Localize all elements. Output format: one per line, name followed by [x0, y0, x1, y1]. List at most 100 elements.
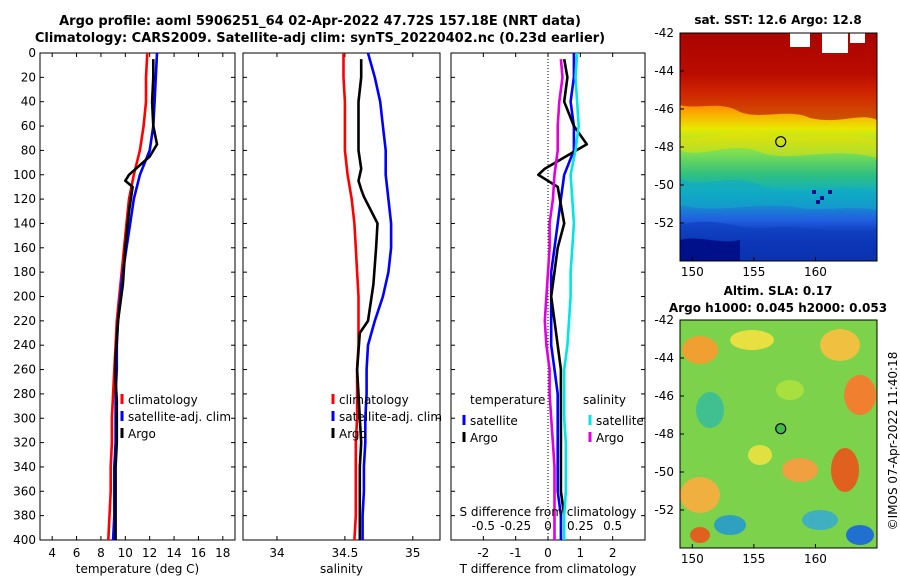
- sst-ytick-label: -46: [654, 102, 674, 116]
- sst-xtick-label: 155: [742, 265, 765, 279]
- depth-tick-label: 80: [21, 143, 36, 157]
- sal-legend-label: satellite-adj. clim: [339, 410, 442, 424]
- depth-tick-label: 320: [13, 436, 36, 450]
- copyright-label: ©IMOS 07-Apr-2022 11:40:18: [886, 351, 900, 531]
- depth-tick-label: 100: [13, 168, 36, 182]
- sla-map-features: [680, 329, 876, 545]
- diff-legend-t-label: satellite: [470, 414, 518, 428]
- diff-s-tick-label: -0.25: [500, 519, 531, 533]
- depth-tick-label: 40: [21, 95, 36, 109]
- sla-ytick-label: -48: [654, 427, 674, 441]
- diff-xtick-label: 1: [577, 546, 585, 560]
- depth-tick-label: 160: [13, 241, 36, 255]
- temp-xtick-label: 10: [118, 546, 133, 560]
- depth-tick-label: 180: [13, 265, 36, 279]
- diff-s-xlabel: S difference from climatology: [460, 505, 637, 519]
- sst-ytick-label: -52: [654, 216, 674, 230]
- temp-legend-label: Argo: [128, 427, 156, 441]
- temperature-panel: 0 20 40 60 80 100 120 140 160 180 200 220 240 260 280 3…: [13, 46, 236, 576]
- depth-tick-label: 300: [13, 411, 36, 425]
- temp-axes-box: [39, 52, 236, 541]
- temp-legend-label: climatology: [128, 393, 198, 407]
- temp-series-argo: [114, 59, 159, 540]
- sla-argo-marker: [775, 423, 787, 435]
- sal-series-satellite-adj-clim: [361, 52, 393, 540]
- diff-legend-t-header: temperature: [470, 393, 545, 407]
- diff-legend-s-label: Argo: [596, 431, 624, 445]
- sal-xlabel: salinity: [320, 562, 363, 576]
- depth-tick-label: 20: [21, 70, 36, 84]
- sal-legend-label: climatology: [339, 393, 409, 407]
- sal-xtick-label: 34.5: [332, 546, 359, 560]
- sst-ytick-label: -48: [654, 140, 674, 154]
- depth-tick-label: 280: [13, 387, 36, 401]
- salinity-panel: 34 34.5 35 salinity climatology satellite-adj…: [242, 52, 442, 576]
- sla-map-title: Altim. SLA: 0.17: [724, 284, 833, 298]
- sal-xtick-label: 35: [405, 546, 420, 560]
- title-line-1: Argo profile: aoml 5906251_64 02-Apr-202…: [59, 14, 581, 29]
- depth-tick-label: 200: [13, 290, 36, 304]
- temp-xtick-label: 14: [166, 546, 181, 560]
- diff-xtick-label: 2: [609, 546, 617, 560]
- diff-legend-t-label: Argo: [470, 431, 498, 445]
- difference-panel: -2 -1 0 1 2 T difference from climatology -0.5…: [450, 52, 646, 576]
- diff-xtick-label: -1: [510, 546, 522, 560]
- diff-series-t-argo: [536, 58, 589, 540]
- diff-s-tick-label: -0.5: [472, 519, 495, 533]
- diff-s-tick-label: 0: [544, 519, 552, 533]
- sal-axes-box: [242, 52, 441, 541]
- sla-ytick-label: -42: [654, 313, 674, 327]
- diff-xtick-label: -2: [477, 546, 489, 560]
- diff-s-tick-label: 0.25: [567, 519, 594, 533]
- sst-ytick-label: -44: [654, 64, 674, 78]
- depth-tick-label: 220: [13, 314, 36, 328]
- sla-xtick-label: 160: [804, 552, 827, 566]
- temp-xtick-label: 12: [142, 546, 157, 560]
- depth-tick-label: 240: [13, 338, 36, 352]
- depth-tick-label: 340: [13, 460, 36, 474]
- sst-map-title: sat. SST: 12.6 Argo: 12.8: [694, 13, 861, 27]
- sla-xtick-label: 155: [742, 552, 765, 566]
- sla-ytick-label: -46: [654, 389, 674, 403]
- sst-argo-marker: [775, 136, 787, 148]
- depth-tick-label: 120: [13, 192, 36, 206]
- diff-xlabel: T difference from climatology: [459, 562, 637, 576]
- temp-legend-label: satellite-adj. clim: [128, 410, 231, 424]
- sst-ytick-label: -42: [654, 26, 674, 40]
- depth-tick-label: 140: [13, 216, 36, 230]
- diff-series-s-argo: [543, 58, 564, 540]
- sst-map-features: [680, 33, 877, 261]
- sla-xtick-label: 150: [681, 552, 704, 566]
- depth-tick-label: 380: [13, 509, 36, 523]
- diff-xtick-label: 0: [544, 546, 552, 560]
- sla-ytick-label: -50: [654, 465, 674, 479]
- sla-ytick-label: -44: [654, 351, 674, 365]
- depth-tick-label: 400: [13, 533, 36, 547]
- diff-legend-s-header: salinity: [583, 393, 626, 407]
- sst-xtick-label: 150: [681, 265, 704, 279]
- sst-xtick-label: 160: [804, 265, 827, 279]
- title-line-2: Climatology: CARS2009. Satellite-adj cli…: [34, 31, 606, 46]
- temp-xtick-label: 6: [73, 546, 81, 560]
- temp-series-satellite-adj-clim: [111, 52, 159, 541]
- sst-ytick-label: -50: [654, 178, 674, 192]
- sst-map-panel: 150 155 160 -42 -44 -46 -48 -50 -52 sat. SST: 12.…: [654, 13, 878, 279]
- temp-xtick-label: 18: [215, 546, 230, 560]
- temp-xlabel: temperature (deg C): [76, 562, 199, 576]
- depth-tick-label: 60: [21, 119, 36, 133]
- diff-series-s-satellite: [562, 52, 581, 540]
- temp-xtick-label: 8: [97, 546, 105, 560]
- sal-series-argo: [355, 59, 379, 540]
- sla-map-subtitle: Argo h1000: 0.045 h2000: 0.053: [669, 301, 887, 315]
- sla-ytick-label: -52: [654, 503, 674, 517]
- temp-xtick-label: 16: [191, 546, 206, 560]
- depth-tick-label: 260: [13, 363, 36, 377]
- temp-xtick-label: 4: [48, 546, 56, 560]
- sal-xtick-label: 34: [269, 546, 284, 560]
- sal-legend-label: Argo: [339, 427, 367, 441]
- diff-s-tick-label: 0.5: [603, 519, 622, 533]
- diff-legend-s-label: satellite: [596, 414, 644, 428]
- sal-series-climatology: [342, 53, 360, 541]
- depth-tick-label: 0: [28, 46, 36, 60]
